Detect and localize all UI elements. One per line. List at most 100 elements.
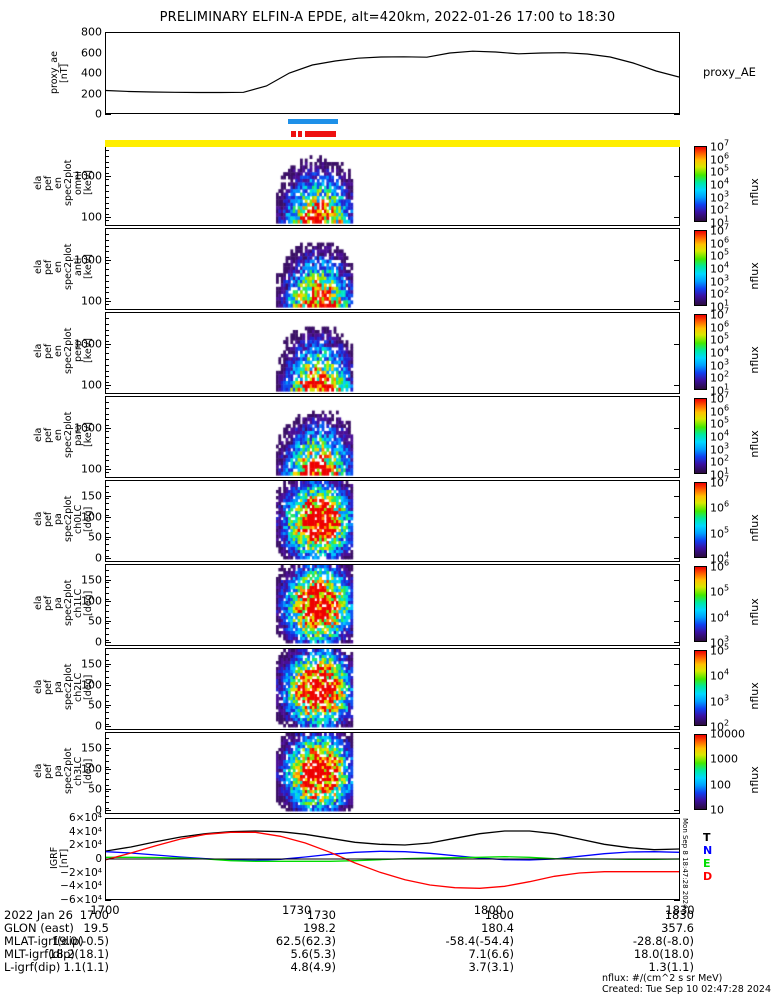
proxy-ae-ytick-label: 800 [81, 25, 102, 39]
panel-6-minor-tick [105, 683, 109, 685]
panel-1-ylabel: ela pef en spec2plot anti [keV] [33, 232, 94, 302]
panel-0-ytick-mark-right [674, 175, 680, 177]
panel-6-minor-tick [105, 689, 109, 690]
panel-0-minor-tick [105, 179, 109, 181]
panel-4-minor-tick [105, 550, 109, 552]
panel-1-ytick-mark-right [674, 300, 680, 302]
panel-6-ytick-mark-right [674, 705, 680, 707]
panel-7-colorbar-label: 100 [710, 778, 731, 792]
panel-3-minor-tick [105, 442, 109, 444]
panel-3-spectrogram [106, 397, 679, 477]
panel-6-minor-tick [105, 665, 109, 667]
igrf-panel [105, 818, 680, 900]
panel-2-minor-tick [105, 329, 109, 331]
panel-7-ytick-mark [105, 809, 111, 811]
panel-1-ytick-label: 100 [81, 294, 102, 308]
footer-column-1730: 1730 198.2 62.5(62.3) 5.6(5.3) 4.8(4.9) [275, 908, 336, 974]
panel-0-minor-tick [105, 161, 109, 163]
rotated-creation-date: Mon Sep 8 18:47:28 2024 [681, 818, 689, 909]
panel-6-plot-area [105, 648, 680, 730]
panel-3-ylabel: ela pef en spec2plot para [keV] [33, 400, 94, 470]
footer-column-1800: 1800 180.4 -58.4(-54.4) 7.1(6.6) 3.7(3.1… [445, 908, 514, 974]
panel-1-colorbar-label: 104 [710, 260, 730, 276]
proxy-ae-ytick-label: 600 [81, 46, 102, 59]
panel-4-minor-tick [105, 503, 109, 505]
panel-6-ytick-mark [105, 664, 111, 666]
panel-2-ylabel: ela pef en spec2plot perp [keV] [33, 316, 94, 386]
panel-6-colorbar-label: 102 [710, 718, 730, 734]
panel-1-plot-area [105, 228, 680, 310]
panel-6-ytick-mark [105, 725, 111, 727]
panel-0-minor-tick [105, 173, 109, 175]
panel-4-minor-tick [105, 526, 109, 528]
igrf-ytick-mark [105, 900, 111, 901]
panel-3-minor-tick [105, 437, 109, 438]
panel-3-colorbar-unit: nflux [748, 429, 761, 458]
panel-7-colorbar-label: 10 [710, 803, 724, 817]
igrf-legend-N: N [703, 844, 713, 857]
panel-5-minor-tick [105, 610, 109, 612]
panel-2-minor-tick [105, 323, 109, 325]
panel-1-colorbar-label: 102 [710, 286, 730, 301]
igrf-ytick-label: 6×10⁴ [68, 812, 102, 824]
panel-2-minor-tick [105, 382, 109, 384]
panel-3-minor-tick [105, 413, 109, 415]
panel-5-minor-tick [105, 622, 109, 624]
panel-2-colorbar-label: 105 [710, 332, 730, 347]
panel-7-ytick-mark-right [674, 768, 680, 770]
panel-6-minor-tick [105, 671, 109, 673]
panel-5-minor-tick [105, 605, 109, 606]
panel-6-ytick-label: 150 [81, 657, 102, 671]
panel-5-minor-tick [105, 569, 109, 571]
panel-7-minor-tick [105, 755, 109, 757]
panel-5-colorbar-label: 103 [710, 634, 730, 650]
panel-5-ytick-mark-right [674, 621, 680, 623]
panel-1-spectrogram [106, 229, 679, 309]
proxy-ae-ytick-label: 400 [81, 66, 102, 80]
panel-2-ytick-mark-right [674, 343, 680, 345]
panel-4-minor-tick [105, 509, 109, 511]
panel-6-minor-tick [105, 706, 109, 708]
panel-0-ylabel-text: ela pef en spec2plot omni [keV] [33, 159, 94, 207]
panel-4-plot-area [105, 480, 680, 562]
panel-1-colorbar-unit: nflux [748, 261, 761, 290]
panel-6-colorbar-label: 105 [710, 642, 730, 658]
panel-0-colorbar-label: 104 [710, 176, 730, 192]
panel-6-minor-tick [105, 677, 109, 679]
panel-1-minor-tick [105, 304, 109, 306]
panel-2-plot-area [105, 312, 680, 394]
panel-0-colorbar-label: 107 [710, 138, 730, 154]
panel-4-ytick-mark-right [674, 557, 680, 559]
panel-7-plot-area [105, 732, 680, 814]
panel-6-ytick-label: 100 [81, 678, 102, 692]
panel-0-plot-area [105, 144, 680, 226]
credits-block: nflux: #/(cm^2 s sr MeV) Created: Tue Se… [602, 973, 771, 995]
panel-0-colorbar-label: 106 [710, 151, 730, 166]
panel-3-colorbar-label: 107 [710, 390, 730, 406]
panel-3-colorbar [694, 398, 707, 474]
panel-0-minor-tick [105, 214, 109, 216]
panel-1-colorbar-label: 103 [710, 273, 730, 288]
panel-7-minor-tick [105, 790, 109, 792]
panel-7-ytick-mark [105, 789, 111, 791]
panel-3-ytick-label: 100 [81, 462, 102, 476]
panel-2-ytick-label: 100 [81, 378, 102, 392]
panel-4-ytick-mark [105, 537, 111, 539]
panel-3-minor-tick [105, 401, 109, 403]
panel-0-ytick-label: 100 [81, 210, 102, 224]
panel-5-ytick-mark [105, 641, 111, 643]
panel-5-minor-tick [105, 640, 109, 642]
panel-6-ytick-label: 50 [88, 698, 102, 712]
panel-6-minor-tick [105, 700, 109, 702]
x-axis-tick-1700: 1700 [90, 903, 120, 917]
panel-0-colorbar [694, 146, 707, 222]
panel-5-minor-tick [105, 628, 109, 630]
panel-7-minor-tick [105, 796, 109, 798]
panel-4-ytick-mark-right [674, 537, 680, 539]
panel-5-colorbar-label: 106 [710, 558, 730, 574]
panel-1-ytick-mark [105, 300, 111, 302]
panel-0-ytick-label: 1000 [74, 169, 102, 183]
panel-0-ytick-mark [105, 175, 111, 177]
proxy-ae-panel [105, 32, 680, 114]
panel-2-colorbar-label: 102 [710, 370, 730, 385]
